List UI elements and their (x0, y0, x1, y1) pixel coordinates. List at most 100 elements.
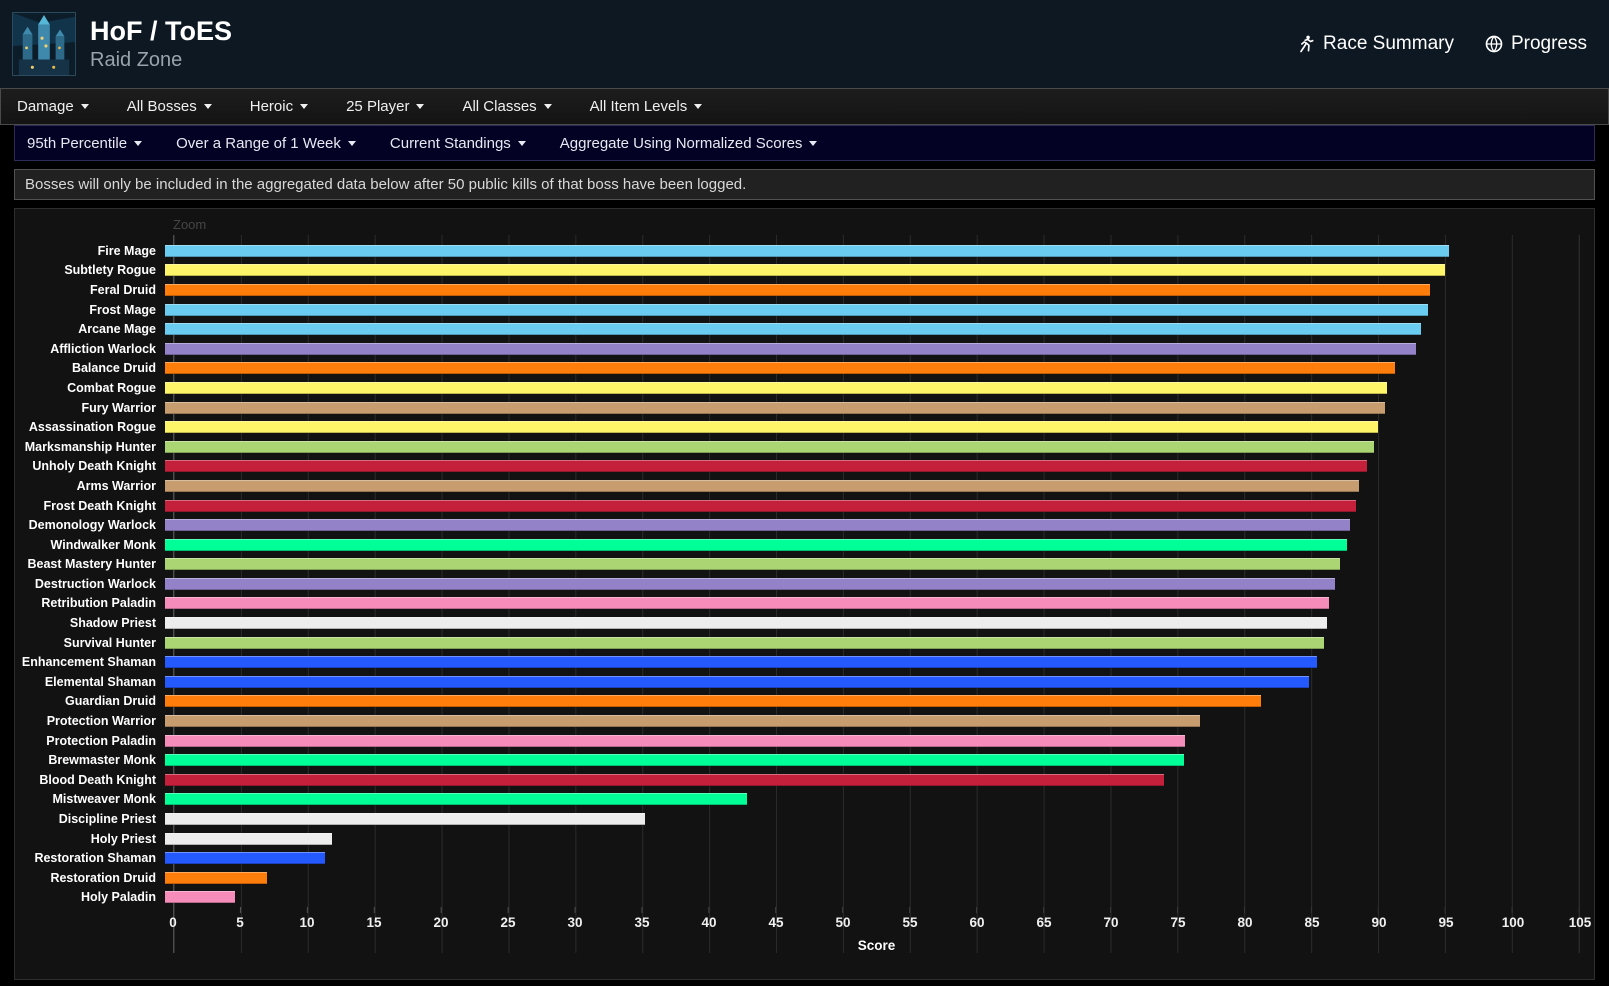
chart-row: Arms Warrior (15, 476, 1594, 496)
filter-range-dropdown[interactable]: Over a Range of 1 Week (176, 135, 356, 152)
filter-aggregate-dropdown[interactable]: Aggregate Using Normalized Scores (560, 135, 818, 152)
category-label: Holy Paladin (80, 890, 156, 905)
x-tick-label: 15 (366, 915, 382, 931)
bar-track (165, 319, 1580, 339)
x-tick-label: 30 (567, 915, 583, 931)
chart-row: Windwalker Monk (15, 535, 1594, 555)
chevron-down-icon (134, 140, 143, 146)
category-label: Balance Druid (71, 361, 156, 376)
chart-bar[interactable] (165, 793, 748, 806)
bar-track (165, 750, 1580, 770)
chart-bar[interactable] (165, 519, 1350, 532)
chart-bar[interactable] (165, 636, 1324, 649)
chart-bar[interactable] (165, 675, 1310, 688)
chart-bar[interactable] (165, 891, 236, 904)
chart-bar[interactable] (165, 323, 1421, 336)
filter-itemlevel-dropdown[interactable]: All Item Levels (590, 98, 703, 115)
chart-bar[interactable] (165, 695, 1261, 708)
category-label: Demonology Warlock (28, 518, 156, 533)
chart-bar[interactable] (165, 499, 1357, 512)
chart-bar[interactable] (165, 303, 1428, 316)
page-header: HoF / ToES Raid Zone Race Summary Progre… (0, 0, 1609, 88)
filter-boss-dropdown[interactable]: All Bosses (127, 98, 212, 115)
zoom-label: Zoom (173, 217, 207, 232)
chart-bar[interactable] (165, 362, 1396, 375)
chart-bar[interactable] (165, 342, 1416, 355)
chevron-down-icon (80, 104, 89, 109)
chart-row: Restoration Druid (15, 868, 1594, 888)
chart-row: Survival Hunter (15, 633, 1594, 653)
chart-row: Protection Warrior (15, 711, 1594, 731)
chart-bar[interactable] (165, 577, 1335, 590)
chart-bar[interactable] (165, 538, 1347, 551)
bar-track (165, 829, 1580, 849)
filter-size-dropdown[interactable]: 25 Player (346, 98, 425, 115)
category-label: Blood Death Knight (39, 772, 156, 787)
chart-bar[interactable] (165, 558, 1341, 571)
filter-percentile-dropdown[interactable]: 95th Percentile (27, 135, 143, 152)
chart-bar[interactable] (165, 421, 1378, 434)
chart-row: Fury Warrior (15, 398, 1594, 418)
progress-link[interactable]: Progress (1484, 33, 1587, 55)
category-label: Affliction Warlock (50, 341, 156, 356)
filter-difficulty-dropdown[interactable]: Heroic (250, 98, 309, 115)
x-tick-label: 75 (1170, 915, 1186, 931)
globe-icon (1485, 35, 1503, 53)
chevron-down-icon (694, 104, 703, 109)
chart-row: Mistweaver Monk (15, 790, 1594, 810)
score-bar-chart: Fire Mage Subtlety Rogue Feral Druid Frost … (15, 235, 1594, 954)
chart-bar[interactable] (165, 871, 268, 884)
chart-bar[interactable] (165, 381, 1388, 394)
chart-panel: Zoom Fire Mage Subtlety Rogue Feral Druid F… (14, 208, 1595, 980)
category-label: Mistweaver Monk (52, 792, 156, 807)
bar-track (165, 476, 1580, 496)
chart-bar[interactable] (165, 813, 645, 826)
race-summary-link[interactable]: Race Summary (1296, 33, 1454, 55)
chart-bar[interactable] (165, 597, 1330, 610)
filter-standings-dropdown[interactable]: Current Standings (390, 135, 526, 152)
chart-bar[interactable] (165, 440, 1374, 453)
category-label: Combat Rogue (67, 380, 156, 395)
filter-class-dropdown[interactable]: All Classes (462, 98, 552, 115)
chart-bar[interactable] (165, 715, 1200, 728)
chart-row: Unholy Death Knight (15, 457, 1594, 477)
chart-bar[interactable] (165, 479, 1359, 492)
chart-bar[interactable] (165, 401, 1385, 414)
raid-zone-icon (12, 12, 76, 76)
chart-bar[interactable] (165, 656, 1318, 669)
category-label: Marksmanship Hunter (24, 439, 156, 454)
category-label: Windwalker Monk (50, 537, 156, 552)
category-label: Shadow Priest (69, 616, 156, 631)
x-tick-label: 80 (1237, 915, 1253, 931)
chart-bar[interactable] (165, 617, 1327, 630)
chart-row: Shadow Priest (15, 613, 1594, 633)
chart-row: Elemental Shaman (15, 672, 1594, 692)
category-label: Discipline Priest (58, 812, 156, 827)
chevron-down-icon (517, 140, 526, 146)
chart-bar[interactable] (165, 852, 326, 865)
chart-bar[interactable] (165, 754, 1184, 767)
bar-track (165, 731, 1580, 751)
chart-bar[interactable] (165, 773, 1164, 786)
chart-bar[interactable] (165, 264, 1446, 277)
chart-row: Holy Paladin (15, 888, 1594, 908)
chevron-down-icon (809, 140, 818, 146)
chart-row: Holy Priest (15, 829, 1594, 849)
bar-track (165, 515, 1580, 535)
bar-track (165, 652, 1580, 672)
category-label: Feral Druid (90, 282, 156, 297)
chart-bar[interactable] (165, 283, 1431, 296)
x-tick-label: 85 (1304, 915, 1320, 931)
chart-bar[interactable] (165, 832, 333, 845)
chart-bar[interactable] (165, 734, 1186, 747)
x-tick-label: 0 (169, 915, 177, 931)
chart-bar[interactable] (165, 244, 1450, 257)
category-label: Arcane Mage (78, 322, 156, 337)
bar-track (165, 241, 1580, 261)
category-label: Destruction Warlock (34, 576, 156, 591)
filter-metric-dropdown[interactable]: Damage (17, 98, 89, 115)
x-tick-label: 5 (236, 915, 244, 931)
bar-track (165, 398, 1580, 418)
chart-bar[interactable] (165, 460, 1368, 473)
x-tick-label: 105 (1568, 915, 1592, 931)
